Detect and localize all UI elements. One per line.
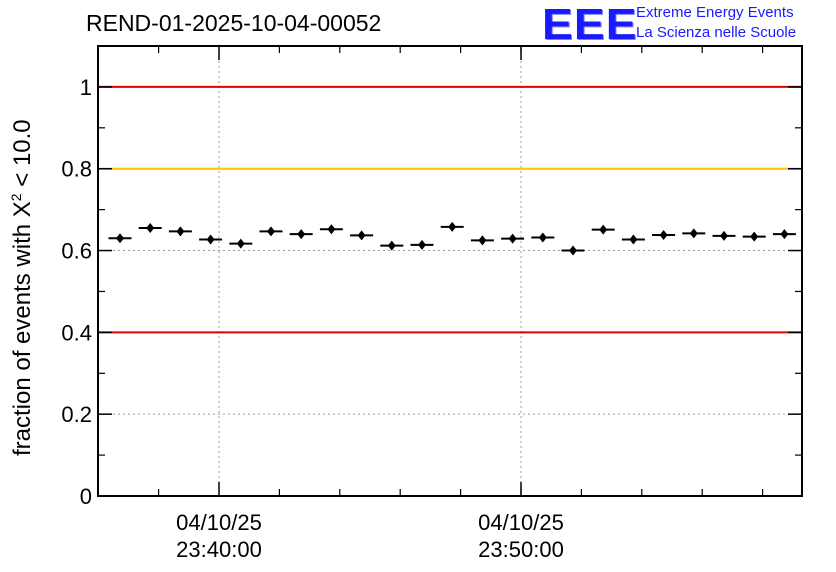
y-axis-title-sup: 2 <box>8 193 24 202</box>
data-point <box>267 226 275 237</box>
data-point <box>569 245 577 256</box>
x-tick-label-time: 23:50:00 <box>478 537 564 562</box>
tick-labels: 00.20.40.60.8104/10/2523:40:0004/10/2523… <box>61 75 563 562</box>
y-tick-label: 0 <box>80 484 92 509</box>
data-point <box>599 224 608 235</box>
data-point <box>418 239 426 250</box>
data-point <box>659 230 668 240</box>
data-points <box>108 221 796 256</box>
data-point <box>720 230 728 241</box>
data-point <box>176 226 185 237</box>
axes <box>97 45 803 497</box>
data-point <box>357 230 366 241</box>
data-point <box>206 234 215 245</box>
y-tick-label: 1 <box>80 75 92 100</box>
y-tick-label: 0.4 <box>61 320 92 345</box>
data-point <box>750 231 759 242</box>
logo-text-line2: La Scienza nelle Scuole <box>636 24 797 41</box>
data-point <box>629 234 638 245</box>
data-point <box>116 233 124 244</box>
data-point <box>689 228 698 239</box>
data-point <box>508 233 517 244</box>
data-point <box>387 240 396 251</box>
logo-text-line1: Extreme Energy Events <box>636 4 794 21</box>
data-point <box>478 235 487 246</box>
y-axis-title: fraction of events with X2 < 10.0 <box>8 119 37 456</box>
y-axis-title-prefix: fraction of events with X <box>9 201 36 456</box>
chart-title: REND-01-2025-10-04-00052 <box>86 10 382 36</box>
data-point <box>780 229 789 240</box>
x-tick-label-time: 23:40:00 <box>176 537 262 562</box>
eee-logo-mark: EEE <box>542 0 638 49</box>
data-point <box>297 229 306 240</box>
x-tick-label-date: 04/10/25 <box>176 510 262 535</box>
x-tick-label-date: 04/10/25 <box>478 510 564 535</box>
data-point <box>236 238 245 249</box>
y-tick-label: 0.2 <box>61 402 92 427</box>
data-point <box>327 224 336 235</box>
y-tick-label: 0.6 <box>61 239 92 264</box>
y-axis-title-suffix: < 10.0 <box>9 119 36 194</box>
data-point <box>538 232 547 243</box>
data-point <box>146 223 155 234</box>
reference-lines <box>98 85 802 334</box>
y-tick-label: 0.8 <box>61 157 92 182</box>
grid-layer <box>98 46 802 496</box>
plot-frame <box>97 45 803 497</box>
data-point <box>448 221 457 232</box>
